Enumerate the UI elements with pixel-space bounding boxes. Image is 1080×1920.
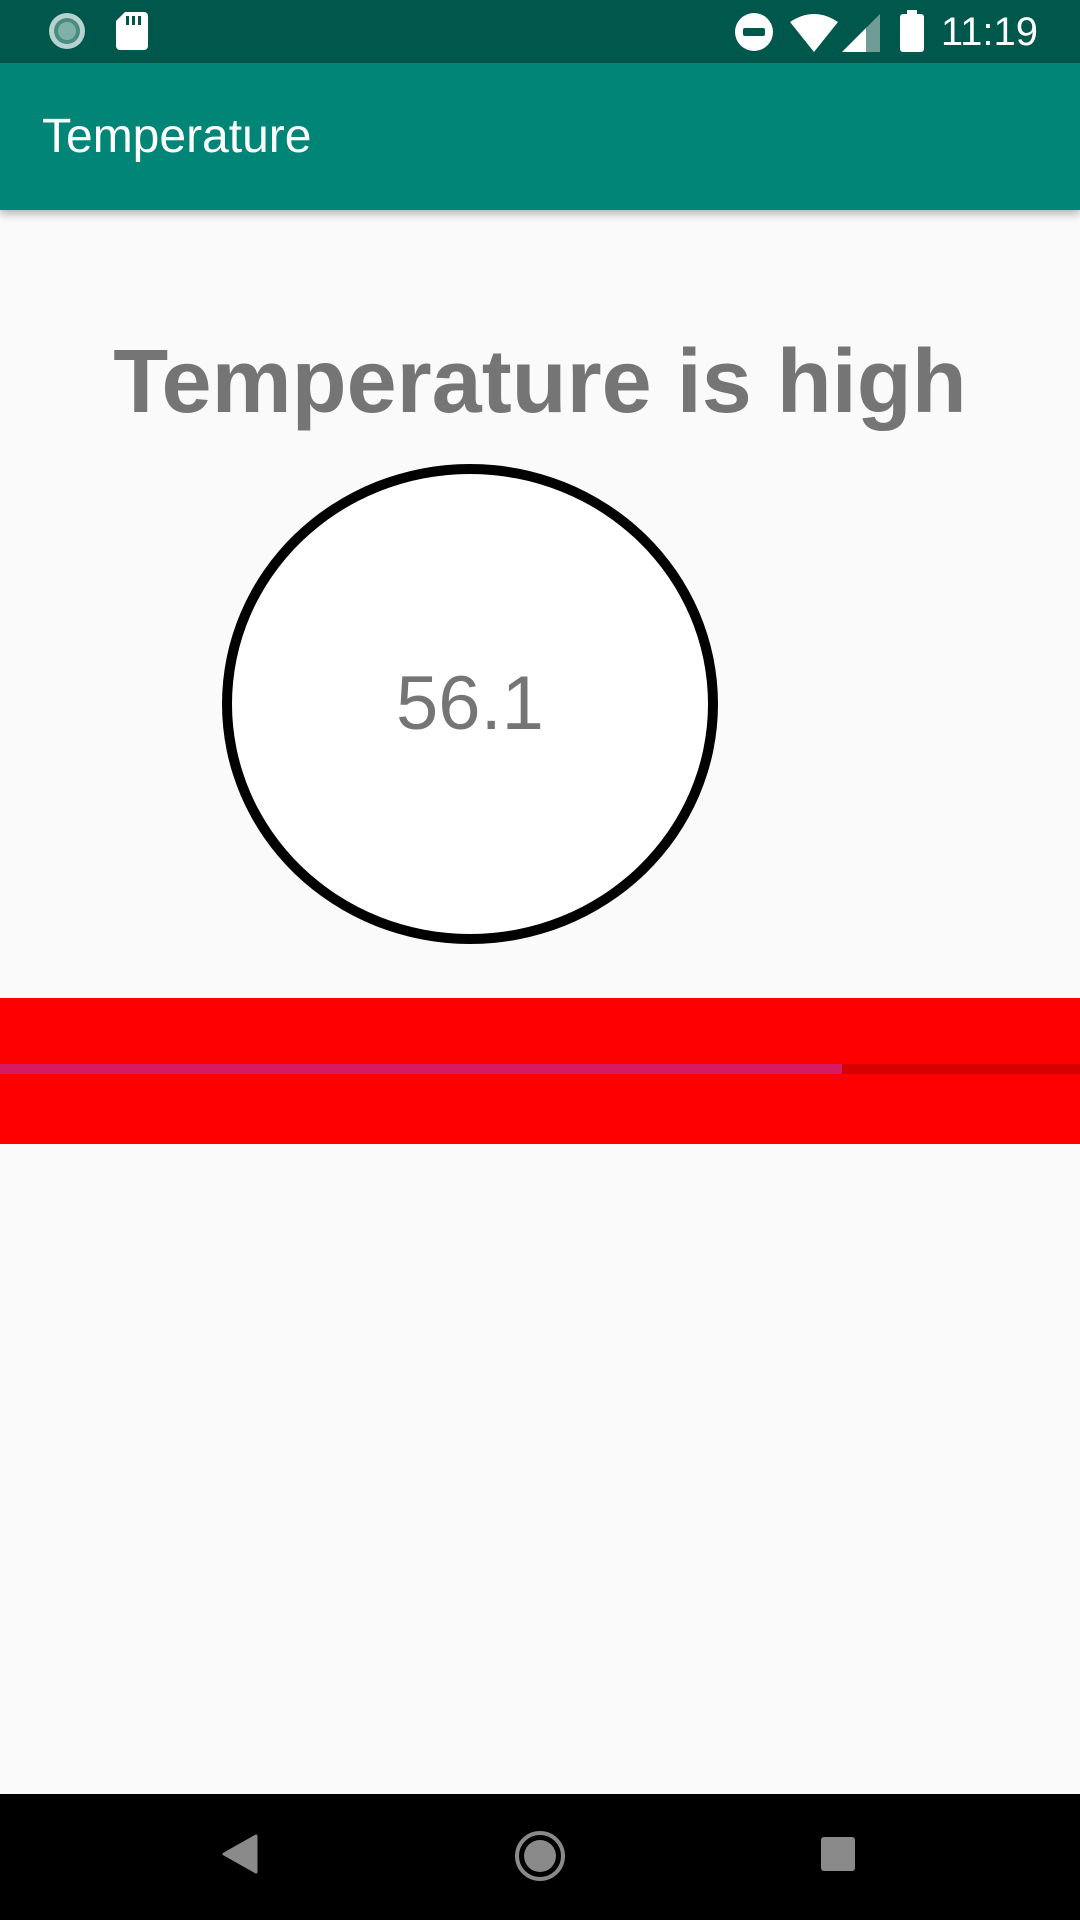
alert-band: [0, 998, 1080, 1144]
status-time: 11:19: [940, 10, 1038, 54]
temperature-gauge: 56.1: [222, 464, 718, 944]
do-not-disturb-icon: [734, 12, 774, 52]
app-bar: Temperature: [0, 63, 1080, 210]
cell-signal-icon: [842, 14, 880, 52]
battery-icon: [900, 10, 924, 52]
recents-icon[interactable]: [820, 1836, 856, 1872]
home-icon[interactable]: [514, 1830, 566, 1882]
temperature-progress-bar: [0, 1064, 1080, 1074]
status-bar: 11:19: [0, 0, 1080, 63]
back-icon[interactable]: [222, 1834, 258, 1874]
sync-icon: [48, 12, 86, 50]
navigation-bar: [0, 1794, 1080, 1920]
wifi-icon: [790, 14, 838, 52]
temperature-reading: 56.1: [396, 661, 544, 746]
temperature-progress-fill: [0, 1064, 843, 1074]
sd-card-icon: [116, 12, 148, 50]
app-title: Temperature: [42, 110, 312, 163]
status-headline: Temperature is high: [113, 332, 967, 432]
